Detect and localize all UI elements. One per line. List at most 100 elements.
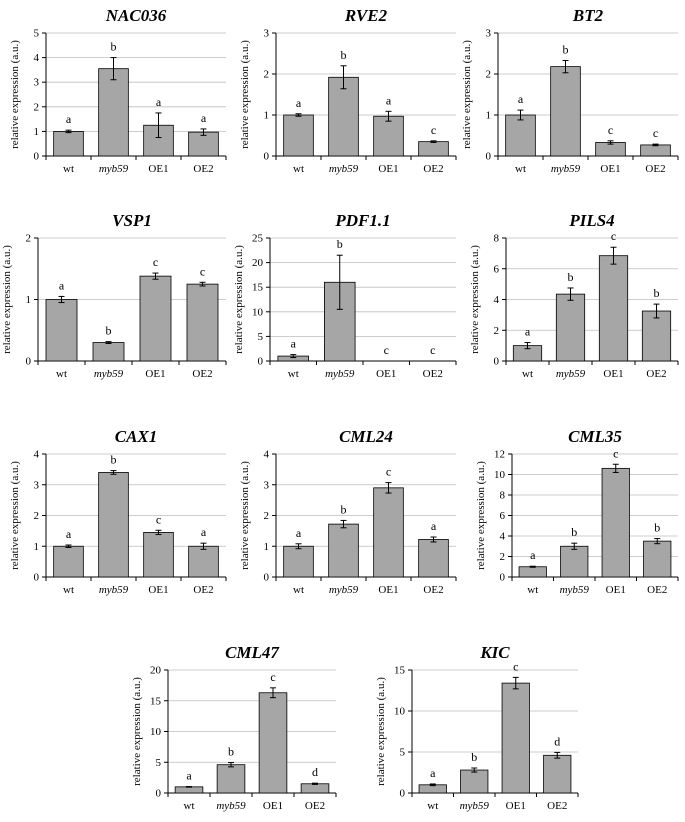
bar-oe1 bbox=[373, 487, 404, 578]
significance-letter: b bbox=[654, 521, 660, 535]
y-tick-label: 0 bbox=[156, 788, 162, 800]
bar-oe1 bbox=[373, 115, 404, 157]
bar-wt bbox=[283, 545, 314, 578]
category-label: wt bbox=[427, 800, 438, 812]
significance-letter: a bbox=[186, 769, 192, 783]
significance-letter: c bbox=[653, 126, 658, 140]
y-tick-label: 8 bbox=[500, 490, 506, 502]
bar-wt bbox=[45, 299, 78, 362]
y-tick-label: 0 bbox=[264, 151, 270, 163]
y-tick-label: 10 bbox=[494, 469, 506, 481]
bar-oe2 bbox=[418, 539, 449, 578]
y-tick-label: 3 bbox=[264, 28, 270, 40]
chart-bt2: 0 1 2 3 a wt b myb59 c OE1 c OE2 BT2 relative express… bbox=[461, 6, 679, 175]
category-label: myb59 bbox=[325, 368, 355, 380]
bar-oe2 bbox=[188, 545, 219, 578]
y-tick-label: 2 bbox=[264, 510, 270, 522]
category-label: OE1 bbox=[145, 368, 165, 380]
y-axis-label: relative expression (a.u.) bbox=[461, 40, 473, 149]
chart-title: CML35 bbox=[568, 427, 622, 446]
significance-letter: b bbox=[563, 42, 569, 56]
significance-letter: c bbox=[431, 123, 436, 137]
bar-wt bbox=[283, 114, 314, 157]
y-tick-label: 20 bbox=[150, 665, 162, 677]
y-tick-label: 2 bbox=[264, 69, 270, 81]
significance-letter: b bbox=[228, 745, 234, 759]
chart-title: CML47 bbox=[225, 643, 280, 662]
y-axis-label: relative expression (a.u.) bbox=[233, 245, 245, 354]
bar-oe1 bbox=[501, 682, 530, 794]
chart-pdf1-1: 0 5 10 15 20 25 a wt b myb59 c OE1 c OE2 PDF1.1 relativ… bbox=[233, 211, 457, 380]
category-label: myb59 bbox=[216, 800, 246, 812]
chart-title: VSP1 bbox=[112, 211, 152, 230]
bar-myb59 bbox=[550, 66, 581, 157]
category-label: myb59 bbox=[99, 584, 129, 596]
chart-pils4: 0 2 4 6 8 a wt b myb59 c OE1 b OE2 PILS4 relative expr… bbox=[469, 211, 679, 380]
category-label: myb59 bbox=[99, 163, 129, 175]
chart-kic: 0 5 10 15 a wt b myb59 c OE1 d OE2 KIC relative expre… bbox=[375, 643, 579, 812]
category-label: OE1 bbox=[600, 163, 620, 175]
significance-letter: a bbox=[66, 112, 72, 126]
y-tick-label: 5 bbox=[156, 757, 162, 769]
y-tick-label: 1 bbox=[26, 294, 32, 306]
significance-letter: b bbox=[111, 453, 117, 467]
significance-letter: b bbox=[341, 502, 347, 516]
y-tick-label: 10 bbox=[150, 726, 162, 738]
y-axis-label: relative expression (a.u.) bbox=[9, 40, 21, 149]
y-axis-label: relative expression (a.u.) bbox=[239, 461, 251, 570]
category-label: OE2 bbox=[193, 163, 213, 175]
bar-oe2 bbox=[643, 540, 672, 578]
significance-letter: a bbox=[66, 527, 72, 541]
significance-letter: b bbox=[337, 237, 343, 251]
y-tick-label: 1 bbox=[264, 110, 270, 122]
bar-oe2 bbox=[300, 783, 330, 794]
significance-letter: a bbox=[59, 278, 65, 292]
chart-nac036: 0 1 2 3 4 5 a wt b myb59 a OE1 a OE2 NAC036 relative ex… bbox=[9, 6, 227, 175]
significance-letter: c bbox=[156, 512, 161, 526]
significance-letter: c bbox=[386, 465, 391, 479]
bar-wt bbox=[518, 566, 547, 578]
y-axis-label: relative expression (a.u.) bbox=[9, 461, 21, 570]
significance-letter: b bbox=[568, 270, 574, 284]
category-label: OE2 bbox=[645, 163, 665, 175]
bar-oe1 bbox=[598, 255, 629, 362]
y-tick-label: 3 bbox=[264, 479, 270, 491]
y-tick-label: 25 bbox=[252, 233, 264, 245]
y-tick-label: 0 bbox=[264, 572, 270, 584]
y-tick-label: 4 bbox=[494, 294, 500, 306]
chart-title: CAX1 bbox=[115, 427, 158, 446]
y-tick-label: 2 bbox=[500, 551, 506, 563]
significance-letter: b bbox=[106, 324, 112, 338]
category-label: OE1 bbox=[603, 368, 623, 380]
category-label: OE2 bbox=[646, 368, 666, 380]
category-label: OE1 bbox=[376, 368, 396, 380]
chart-rve2: 0 1 2 3 a wt b myb59 a OE1 c OE2 RVE2 relative expres… bbox=[239, 6, 457, 175]
chart-cax1: 0 1 2 3 4 a wt b myb59 c OE1 a OE2 CAX1 relative expre… bbox=[9, 427, 227, 596]
y-tick-label: 20 bbox=[252, 257, 264, 269]
y-tick-label: 3 bbox=[34, 77, 40, 89]
bar-oe1 bbox=[139, 275, 172, 362]
category-label: wt bbox=[515, 163, 526, 175]
significance-letter: a bbox=[296, 526, 302, 540]
bar-myb59 bbox=[216, 764, 246, 794]
category-label: wt bbox=[184, 800, 195, 812]
significance-letter: c bbox=[611, 229, 616, 243]
bar-myb59 bbox=[460, 769, 489, 794]
y-axis-label: relative expression (a.u.) bbox=[131, 677, 143, 786]
category-label: OE1 bbox=[148, 163, 168, 175]
category-label: OE2 bbox=[547, 800, 567, 812]
significance-letter: a bbox=[431, 519, 437, 533]
y-tick-label: 5 bbox=[400, 747, 406, 759]
significance-letter: c bbox=[200, 264, 205, 278]
chart-title: PILS4 bbox=[568, 211, 614, 230]
chart-title: NAC036 bbox=[105, 6, 167, 25]
chart-title: CML24 bbox=[339, 427, 393, 446]
bar-oe2 bbox=[543, 754, 572, 794]
bar-wt bbox=[505, 114, 536, 157]
significance-letter: b bbox=[654, 286, 660, 300]
significance-letter: d bbox=[312, 765, 318, 779]
bar-myb59 bbox=[98, 68, 129, 157]
category-label: OE2 bbox=[192, 368, 212, 380]
chart-cml35: 0 2 4 6 8 10 12 a wt b myb59 c OE1 b OE2 CML35 relative … bbox=[475, 427, 679, 596]
category-label: OE2 bbox=[423, 368, 443, 380]
